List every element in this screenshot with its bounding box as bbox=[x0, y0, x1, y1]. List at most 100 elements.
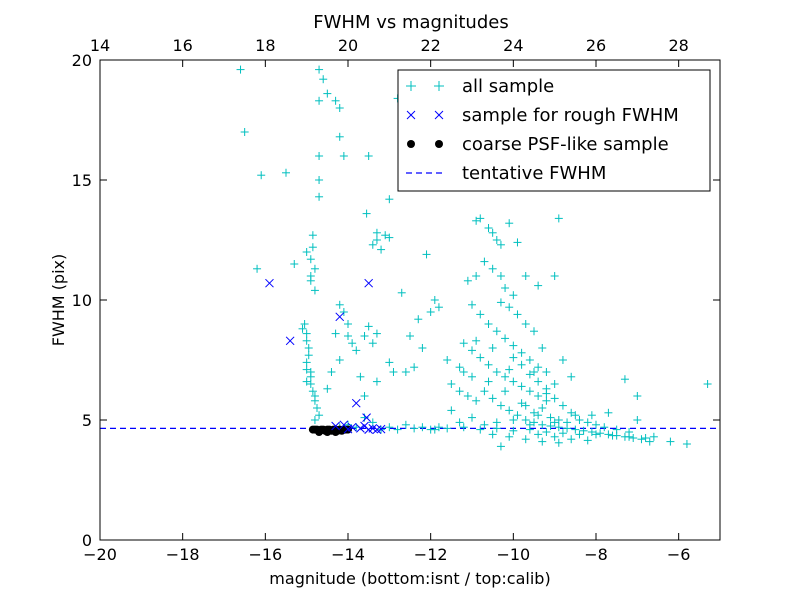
all-sample-point bbox=[323, 384, 332, 393]
all-sample-point bbox=[517, 360, 526, 369]
all-sample-point bbox=[310, 396, 319, 405]
all-sample-point bbox=[521, 416, 530, 424]
all-sample-point bbox=[455, 418, 464, 427]
rough-fwhm-point bbox=[331, 421, 340, 431]
top-tick-label: 28 bbox=[668, 36, 688, 55]
all-sample-point bbox=[521, 401, 530, 410]
all-sample-point bbox=[381, 231, 390, 240]
all-sample-point bbox=[488, 228, 497, 237]
all-sample-point bbox=[327, 368, 336, 376]
legend-label-coarse-psf: coarse PSF-like sample bbox=[462, 134, 669, 155]
all-sample-point bbox=[534, 411, 543, 420]
legend-label-rough-fwhm: sample for rough FWHM bbox=[462, 105, 679, 126]
all-sample-point bbox=[459, 339, 468, 348]
all-sample-point bbox=[629, 434, 638, 442]
all-sample-point bbox=[567, 408, 576, 417]
all-sample-point bbox=[505, 219, 514, 228]
all-sample-point bbox=[517, 399, 526, 408]
all-sample-point bbox=[344, 320, 352, 328]
all-sample-point bbox=[525, 425, 534, 434]
all-sample-point bbox=[308, 243, 317, 252]
all-sample-point bbox=[538, 344, 547, 352]
bottom-axis-ticks: −20 −18 −16 −14 −12 −10 −8 −6 bbox=[83, 533, 690, 564]
top-tick-label: 14 bbox=[90, 36, 110, 55]
all-sample-point bbox=[257, 171, 266, 180]
all-sample-point bbox=[488, 394, 497, 403]
all-sample-point bbox=[308, 387, 317, 396]
all-sample-point bbox=[666, 437, 675, 446]
rough-fwhm-point bbox=[265, 278, 274, 288]
rough-fwhm-point bbox=[360, 421, 369, 431]
all-sample-point bbox=[385, 358, 394, 367]
all-sample-point bbox=[455, 363, 464, 372]
all-sample-point bbox=[492, 327, 501, 336]
all-sample-point bbox=[368, 418, 377, 427]
y-axis-label: FWHM (pix) bbox=[49, 254, 68, 347]
all-sample-point bbox=[410, 424, 419, 433]
all-sample-point bbox=[484, 224, 493, 232]
all-sample-point bbox=[434, 303, 443, 312]
all-sample-point bbox=[530, 418, 538, 427]
x-tick-label: −18 bbox=[166, 545, 200, 564]
all-sample-point bbox=[304, 351, 313, 360]
all-sample-point bbox=[315, 192, 324, 201]
all-sample-point bbox=[306, 368, 315, 376]
all-sample-point bbox=[521, 435, 530, 444]
all-sample-point bbox=[302, 336, 311, 345]
all-sample-point bbox=[583, 436, 592, 445]
legend-label-tentative-fwhm: tentative FWHM bbox=[462, 163, 606, 184]
all-sample-point bbox=[447, 380, 456, 388]
chart-title: FWHM vs magnitudes bbox=[313, 12, 508, 33]
all-sample-point bbox=[501, 372, 510, 381]
all-sample-point bbox=[472, 272, 481, 280]
all-sample-point bbox=[612, 425, 621, 434]
all-sample-point bbox=[315, 96, 324, 105]
rough-fwhm-point bbox=[362, 413, 371, 422]
all-sample-point bbox=[414, 315, 423, 324]
all-sample-point bbox=[530, 408, 538, 417]
top-tick-label: 20 bbox=[338, 36, 358, 55]
all-sample-point bbox=[550, 380, 559, 388]
all-sample-point bbox=[513, 238, 522, 247]
all-sample-point bbox=[335, 132, 344, 141]
all-sample-point bbox=[397, 288, 406, 297]
all-sample-point bbox=[620, 375, 629, 384]
top-tick-label: 24 bbox=[503, 36, 523, 55]
all-sample-point bbox=[360, 392, 369, 400]
all-sample-point bbox=[372, 236, 381, 244]
plot-area bbox=[100, 65, 720, 451]
y-axis-ticks: 0 5 10 15 20 bbox=[72, 51, 720, 550]
all-sample-point bbox=[596, 429, 605, 438]
all-sample-point bbox=[501, 334, 510, 343]
all-sample-point bbox=[459, 368, 468, 376]
all-sample-point bbox=[571, 425, 580, 434]
all-sample-point bbox=[315, 176, 324, 184]
y-tick-label: 20 bbox=[72, 51, 92, 70]
all-sample-point bbox=[554, 438, 563, 447]
all-sample-point bbox=[550, 432, 559, 441]
legend-marker-all-sample bbox=[406, 81, 444, 91]
all-sample-point bbox=[236, 65, 245, 74]
all-sample-point bbox=[430, 296, 439, 304]
all-sample-point bbox=[587, 411, 596, 420]
all-sample-point bbox=[534, 363, 543, 372]
all-sample-point bbox=[468, 372, 476, 381]
all-sample-point bbox=[434, 423, 443, 432]
all-sample-point bbox=[521, 272, 530, 280]
all-sample-point bbox=[393, 425, 402, 434]
all-sample-point bbox=[362, 209, 371, 218]
all-sample-point bbox=[308, 231, 317, 240]
all-sample-point bbox=[534, 281, 543, 290]
all-sample-point bbox=[344, 332, 352, 340]
x-tick-label: −12 bbox=[414, 545, 448, 564]
all-sample-point bbox=[505, 303, 514, 312]
top-tick-label: 18 bbox=[255, 36, 275, 55]
all-sample-point bbox=[352, 346, 361, 355]
all-sample-point bbox=[315, 65, 324, 74]
all-sample-point bbox=[625, 432, 634, 441]
all-sample-point bbox=[484, 320, 493, 328]
all-sample-point bbox=[389, 368, 398, 376]
all-sample-point bbox=[496, 240, 505, 249]
